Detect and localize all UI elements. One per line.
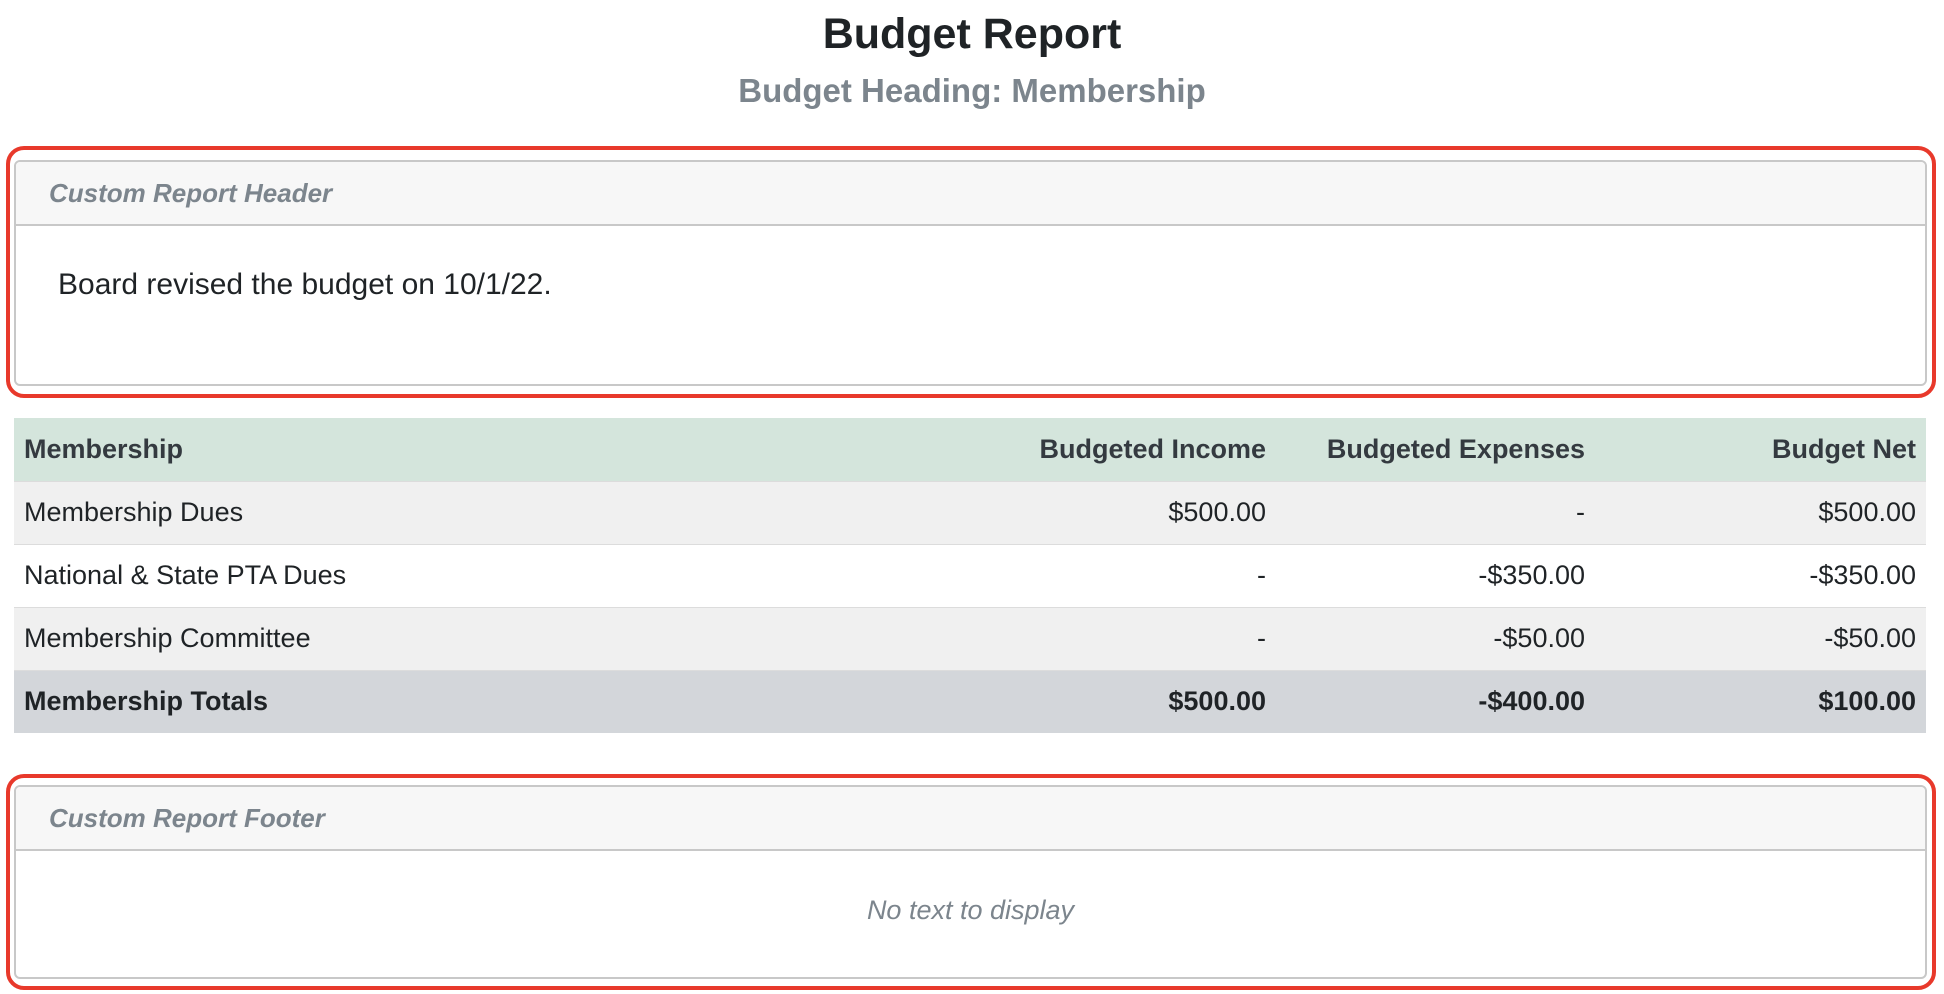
row-income: $500.00 bbox=[934, 481, 1276, 545]
totals-net: $100.00 bbox=[1818, 686, 1916, 717]
column-header-budget-net: Budget Net bbox=[1595, 418, 1926, 482]
table-header-row: Membership Budgeted Income Budgeted Expe… bbox=[14, 418, 1926, 482]
row-income: - bbox=[934, 544, 1276, 608]
row-name: National & State PTA Dues bbox=[14, 544, 934, 608]
table-row: Membership Committee - -$50.00 -$50.00 bbox=[14, 607, 1926, 671]
row-income: - bbox=[934, 607, 1276, 671]
totals-expenses: -$400.00 bbox=[1478, 686, 1585, 717]
row-net: $500.00 bbox=[1595, 481, 1926, 545]
custom-report-header-text: Board revised the budget on 10/1/22. bbox=[58, 268, 552, 301]
column-header-budgeted-expenses: Budgeted Expenses bbox=[1276, 418, 1595, 482]
custom-report-footer-title: Custom Report Footer bbox=[16, 787, 1925, 851]
highlight-outline-header bbox=[6, 146, 1936, 398]
budget-heading-subtitle: Budget Heading: Membership bbox=[738, 72, 1206, 109]
row-name: Membership Committee bbox=[14, 607, 934, 671]
table-row: National & State PTA Dues - -$350.00 -$3… bbox=[14, 544, 1926, 608]
custom-report-header-card: Custom Report Header Board revised the b… bbox=[14, 160, 1927, 386]
row-name: Membership Dues bbox=[14, 481, 934, 545]
table-row: Membership Dues $500.00 - $500.00 bbox=[14, 481, 1926, 545]
totals-name: Membership Totals bbox=[24, 686, 269, 717]
custom-report-header-title: Custom Report Header bbox=[16, 162, 1925, 226]
row-expenses: - bbox=[1276, 481, 1595, 545]
custom-report-footer-empty-text: No text to display bbox=[866, 895, 1075, 925]
row-expenses: -$50.00 bbox=[1276, 607, 1595, 671]
column-header-membership: Membership bbox=[14, 418, 934, 482]
row-net: -$350.00 bbox=[1595, 544, 1926, 608]
row-expenses: -$350.00 bbox=[1276, 544, 1595, 608]
totals-row: Membership Totals $500.00 -$400.00 $100.… bbox=[14, 670, 1926, 733]
highlight-outline-footer bbox=[6, 774, 1936, 990]
totals-income: $500.00 bbox=[1168, 686, 1266, 717]
custom-report-footer-card: Custom Report Footer No text to display bbox=[14, 785, 1927, 979]
page-title: Budget Report bbox=[822, 10, 1122, 58]
budget-table: Membership Budgeted Income Budgeted Expe… bbox=[14, 418, 1926, 733]
column-header-budgeted-income: Budgeted Income bbox=[934, 418, 1276, 482]
row-net: -$50.00 bbox=[1595, 607, 1926, 671]
